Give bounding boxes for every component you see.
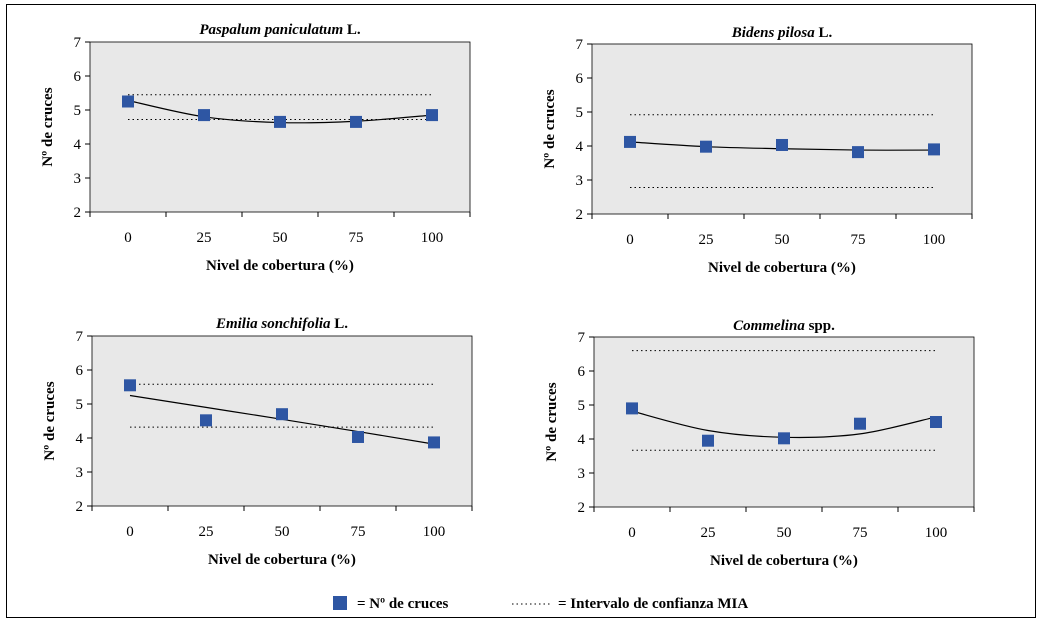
chart-title-author: L. <box>343 22 361 38</box>
y-axis-label: Nº de cruces <box>42 381 58 460</box>
legend-marker-label: = Nº de cruces <box>357 596 449 612</box>
chart-title-author: spp. <box>805 318 835 334</box>
chart-title-species: Emilia sonchifolia <box>215 316 331 332</box>
y-tick-label: 6 <box>74 69 82 85</box>
y-axis-label: Nº de cruces <box>542 89 558 168</box>
y-axis-label: Nº de cruces <box>40 87 56 166</box>
y-tick-label: 3 <box>76 465 84 481</box>
data-point <box>274 115 286 128</box>
x-tick-label: 0 <box>126 524 134 540</box>
x-tick-label: 75 <box>351 524 366 540</box>
data-point <box>854 417 866 430</box>
data-point <box>776 138 788 151</box>
chart-title: Commelina spp. <box>733 318 835 334</box>
y-tick-label: 5 <box>578 398 586 414</box>
x-tick-label: 100 <box>923 232 946 248</box>
plot-area <box>593 336 975 508</box>
y-tick-label: 5 <box>576 105 584 121</box>
y-tick-label: 3 <box>578 466 586 482</box>
y-tick-label: 2 <box>576 207 584 223</box>
data-point <box>852 146 864 159</box>
data-point <box>200 414 212 427</box>
chart-title-species: Bidens pilosa <box>731 25 815 41</box>
legend-marker <box>333 596 347 610</box>
y-tick-label: 2 <box>76 499 84 515</box>
data-point <box>426 109 438 122</box>
data-point <box>700 140 712 153</box>
y-tick-label: 4 <box>578 432 586 448</box>
x-axis-label: Nivel de cobertura (%) <box>206 258 354 274</box>
y-tick-label: 4 <box>76 431 84 447</box>
x-tick-label: 75 <box>853 525 868 541</box>
chart-title: Bidens pilosa L. <box>731 25 833 41</box>
data-point <box>626 402 638 415</box>
x-tick-label: 50 <box>275 524 290 540</box>
chart-panel-2: 2 3 4 5 6 7 0 25 50 75 100 Bidens pilosa L. Nivel de… <box>542 25 973 276</box>
y-tick-label: 7 <box>74 35 82 51</box>
data-point <box>778 432 790 445</box>
chart-title: Emilia sonchifolia L. <box>215 316 348 332</box>
chart-panel-1: 2 3 4 5 6 7 0 25 50 75 100 Paspalum paniculatum L. N… <box>40 22 471 274</box>
data-point <box>276 408 288 421</box>
y-axis-label: Nº de cruces <box>544 382 560 461</box>
y-tick-label: 4 <box>74 137 82 153</box>
x-tick-label: 75 <box>851 232 866 248</box>
data-point <box>122 95 134 108</box>
data-point <box>350 115 362 128</box>
data-point <box>928 143 940 156</box>
data-point <box>930 416 942 428</box>
y-tick-label: 4 <box>576 139 584 155</box>
chart-title-species: Commelina <box>733 318 805 334</box>
x-tick-label: 0 <box>626 232 634 248</box>
chart-title-author: L. <box>331 316 349 332</box>
x-tick-label: 25 <box>197 230 212 246</box>
x-tick-label: 50 <box>777 525 792 541</box>
x-tick-label: 100 <box>421 230 444 246</box>
x-tick-label: 25 <box>701 525 716 541</box>
chart-panel-4: 2 3 4 5 6 7 0 25 50 75 100 Commelina spp. Nivel de c… <box>544 318 975 569</box>
x-tick-label: 50 <box>273 230 288 246</box>
x-axis-label: Nivel de cobertura (%) <box>710 553 858 569</box>
x-tick-label: 25 <box>699 232 714 248</box>
x-tick-label: 100 <box>925 525 948 541</box>
plot-area <box>91 335 473 507</box>
y-tick-label: 5 <box>74 103 82 119</box>
y-tick-label: 7 <box>578 330 586 346</box>
plot-area <box>591 43 973 215</box>
y-tick-label: 3 <box>74 171 82 187</box>
chart-title: Paspalum paniculatum L. <box>199 22 361 38</box>
chart-panel-3: 2 3 4 5 6 7 0 25 50 75 100 Emilia sonchifolia L. Niv… <box>42 316 473 568</box>
x-tick-label: 25 <box>199 524 214 540</box>
x-axis-label: Nivel de cobertura (%) <box>208 552 356 568</box>
data-point <box>428 436 440 449</box>
data-point <box>198 109 210 122</box>
x-tick-label: 0 <box>628 525 636 541</box>
y-tick-label: 2 <box>74 205 82 221</box>
chart-title-species: Paspalum paniculatum <box>199 22 343 38</box>
y-tick-label: 7 <box>576 37 584 53</box>
x-tick-label: 0 <box>124 230 132 246</box>
data-point <box>124 379 136 392</box>
x-tick-label: 75 <box>349 230 364 246</box>
data-point <box>352 430 364 443</box>
x-axis-label: Nivel de cobertura (%) <box>708 260 856 276</box>
y-tick-label: 5 <box>76 397 84 413</box>
chart-title-author: L. <box>815 25 833 41</box>
legend: = Nº de cruces = Intervalo de confianza … <box>333 596 748 612</box>
y-tick-label: 6 <box>578 364 586 380</box>
x-tick-label: 100 <box>423 524 446 540</box>
y-tick-label: 6 <box>576 71 584 87</box>
x-tick-label: 50 <box>775 232 790 248</box>
y-tick-label: 7 <box>76 329 84 345</box>
legend-dotted-label: = Intervalo de confianza MIA <box>558 596 748 612</box>
y-tick-label: 6 <box>76 363 84 379</box>
data-point <box>702 434 714 447</box>
y-tick-label: 2 <box>578 500 586 516</box>
y-tick-label: 3 <box>576 173 584 189</box>
data-point <box>624 135 636 148</box>
